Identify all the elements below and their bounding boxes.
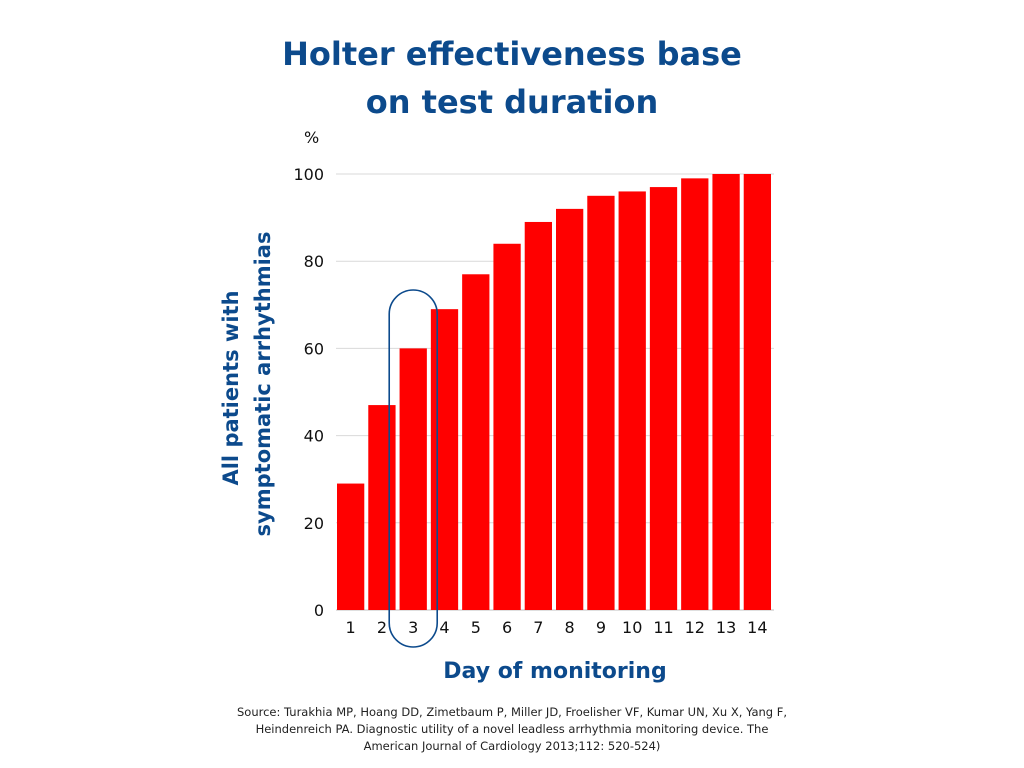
bar	[524, 221, 552, 610]
x-tick-label: 1	[346, 618, 356, 637]
bar	[681, 178, 709, 611]
bar	[743, 174, 771, 610]
y-axis-title-line-1: All patients with	[219, 290, 243, 485]
bar	[368, 405, 396, 610]
x-tick-label: 5	[471, 618, 481, 637]
x-tick-label: 14	[747, 618, 767, 637]
x-tick-label: 13	[716, 618, 736, 637]
source-note: Source: Turakhia MP, Hoang DD, Zimetbaum…	[236, 705, 788, 753]
bar	[618, 191, 646, 610]
x-tick-label: 6	[502, 618, 512, 637]
x-tick-label: 10	[622, 618, 642, 637]
y-tick-label: 40	[304, 427, 324, 446]
y-tick-label: 60	[304, 339, 324, 358]
bar	[337, 483, 365, 610]
y-axis-title-line-2: symptomatic arrhythmias	[251, 232, 275, 537]
y-tick-label: 0	[314, 601, 324, 620]
x-tick-label: 11	[653, 618, 673, 637]
bar	[430, 309, 459, 610]
x-tick-label: 12	[685, 618, 705, 637]
bar	[587, 195, 615, 611]
x-tick-label: 4	[439, 618, 449, 637]
bar	[399, 348, 427, 610]
bar	[649, 187, 678, 610]
bar	[462, 274, 490, 610]
chart-title-line-2: on test duration	[365, 83, 659, 121]
x-tick-label: 3	[408, 618, 418, 637]
bar	[556, 208, 584, 610]
highlight-capsule	[388, 289, 439, 648]
x-tick-label: 7	[533, 618, 543, 637]
chart-title-line-1: Holter effectiveness base	[282, 35, 742, 73]
x-tick-label: 9	[596, 618, 606, 637]
y-tick-label: 80	[304, 252, 324, 271]
x-axis-title: Day of monitoring	[443, 659, 666, 684]
y-axis-unit: %	[304, 128, 319, 147]
y-tick-label: 20	[304, 514, 324, 533]
bar	[493, 243, 521, 610]
x-tick-label: 2	[377, 618, 387, 637]
bar	[712, 174, 740, 610]
chart-title: Holter effectiveness base on test durati…	[212, 30, 812, 126]
x-tick-label: 8	[565, 618, 575, 637]
y-tick-label: 100	[293, 165, 324, 184]
